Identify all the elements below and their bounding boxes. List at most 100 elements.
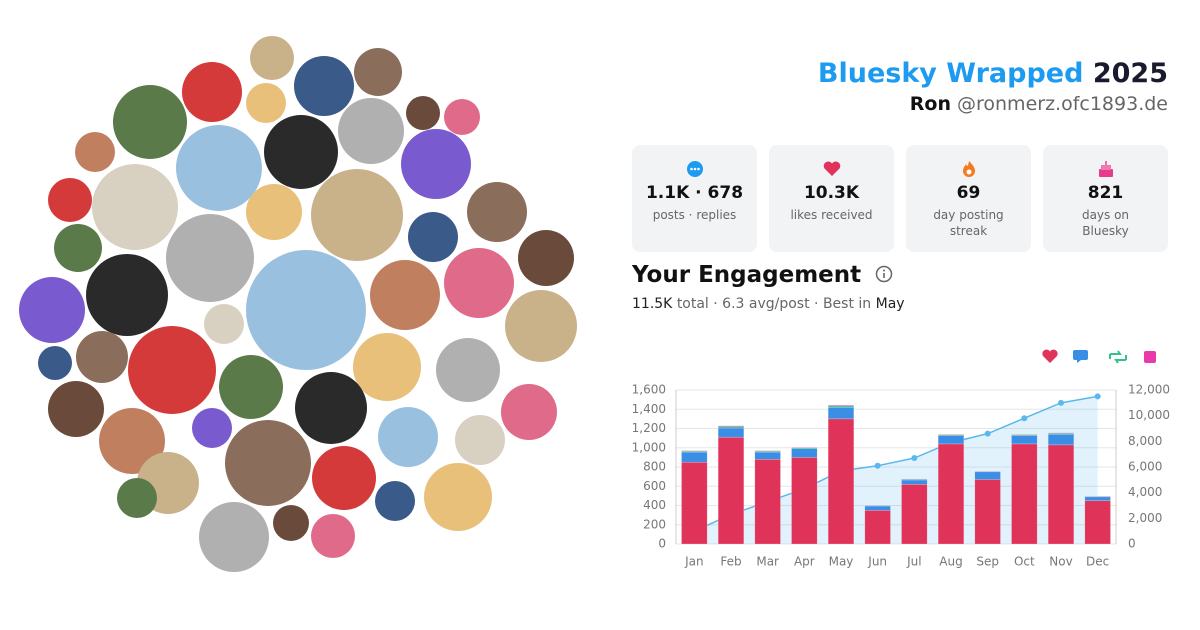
avatar [273, 505, 309, 541]
avatar [113, 85, 187, 159]
bar [937, 435, 965, 445]
y2-tick-label: 0 [1128, 537, 1136, 551]
avatar [19, 277, 85, 343]
avatar [353, 333, 421, 401]
bar [1011, 443, 1038, 545]
stat-label: posts · replies [652, 208, 737, 222]
engagement-total: 11.5K [632, 296, 673, 312]
bar [974, 471, 1001, 480]
y-tick-label: 800 [643, 460, 666, 474]
point [1058, 399, 1064, 406]
avatar [250, 36, 294, 80]
stat-value: 1.1K · 678 [645, 183, 744, 203]
bar [791, 457, 818, 545]
legend-icon[interactable] [1109, 350, 1127, 364]
avatar [182, 62, 242, 122]
avatar [467, 182, 527, 242]
bar [1084, 496, 1111, 501]
x-tick-label: Aug [939, 555, 962, 569]
y-tick-label: 1,000 [632, 440, 666, 454]
avatar [436, 338, 500, 402]
info-icon[interactable] [874, 264, 894, 284]
user-handle: @ronmerz.ofc1893.de [957, 93, 1168, 115]
avatar [117, 478, 157, 518]
avatar [38, 346, 72, 380]
y-tick-label: 0 [658, 537, 666, 551]
user-name: Ron [909, 93, 951, 115]
point [911, 455, 918, 462]
bar [754, 451, 781, 460]
bar [1047, 444, 1075, 545]
x-tick-label: Oct [1014, 555, 1035, 569]
avatar [295, 372, 367, 444]
avatar [312, 446, 376, 510]
avatar [92, 164, 178, 250]
y-tick-label: 1,600 [632, 383, 666, 397]
title-year: 2025 [1092, 58, 1168, 89]
bar [827, 407, 855, 420]
avatar [204, 304, 244, 344]
bar [717, 427, 745, 438]
avatar [311, 169, 403, 261]
avatar [455, 415, 505, 465]
user: Ron @ronmerz.ofc1893.de [818, 93, 1168, 115]
y2-tick-label: 12,000 [1128, 383, 1170, 397]
avatar [48, 381, 104, 437]
bar [681, 461, 708, 545]
stat-card: 10.3K likes received [769, 145, 894, 252]
stat-label: days on Bluesky [1081, 208, 1130, 238]
avatar [444, 99, 480, 135]
bar [827, 404, 855, 407]
avatar [246, 250, 366, 370]
avatar [225, 420, 311, 506]
bar [864, 505, 891, 511]
avatar [264, 115, 338, 189]
bar [754, 450, 781, 453]
title-brand: Bluesky Wrapped [817, 58, 1084, 89]
stat-value: 821 [1087, 183, 1124, 203]
stat-label: day posting streak [933, 208, 1004, 238]
x-tick-label: Mar [756, 555, 779, 569]
y-tick-label: 1,200 [632, 421, 666, 435]
stat-value: 69 [956, 183, 981, 203]
bar [827, 418, 855, 545]
x-tick-label: Jan [684, 555, 704, 569]
avatar [246, 83, 286, 123]
engagement-summary: 11.5K total · 6.3 avg/post · Best in May [632, 296, 905, 312]
legend-icon[interactable] [1144, 351, 1156, 363]
stat-card: 69 day posting streak [906, 145, 1031, 252]
point [1021, 415, 1028, 422]
bar [791, 448, 818, 458]
bar [901, 479, 928, 485]
avatar [444, 248, 514, 318]
point [874, 462, 881, 469]
x-tick-label: Feb [720, 555, 741, 569]
x-tick-label: Jun [867, 555, 887, 569]
icon [686, 161, 703, 177]
avatar [246, 184, 302, 240]
engagement-title: Your Engagement [632, 262, 862, 288]
header: Bluesky Wrapped 2025 Ron @ronmerz.ofc1893… [818, 58, 1168, 115]
bar [717, 425, 745, 427]
avatar [86, 254, 168, 336]
avatar [408, 212, 458, 262]
engagement-text: total · 6.3 avg/post · Best in [676, 296, 872, 312]
y-tick-label: 1,400 [632, 402, 666, 416]
avatar [48, 178, 92, 222]
x-tick-label: Sep [976, 555, 999, 569]
y2-tick-label: 2,000 [1128, 511, 1162, 525]
avatar [518, 230, 574, 286]
stat-value: 10.3K [803, 183, 860, 203]
avatar [354, 48, 402, 96]
point [984, 430, 991, 437]
icon [962, 161, 975, 177]
x-tick-label: Dec [1086, 555, 1109, 569]
y-tick-label: 200 [643, 517, 666, 531]
avatar [505, 290, 577, 362]
legend-icon[interactable] [1042, 349, 1058, 363]
avatar [375, 481, 415, 521]
y-tick-label: 400 [643, 498, 666, 512]
chart: 0 200 400 600 800 1,000 1,200 1,400 1,600 0 2,000 4… [632, 349, 1170, 569]
bar [717, 436, 745, 545]
legend-icon[interactable] [1073, 350, 1088, 363]
